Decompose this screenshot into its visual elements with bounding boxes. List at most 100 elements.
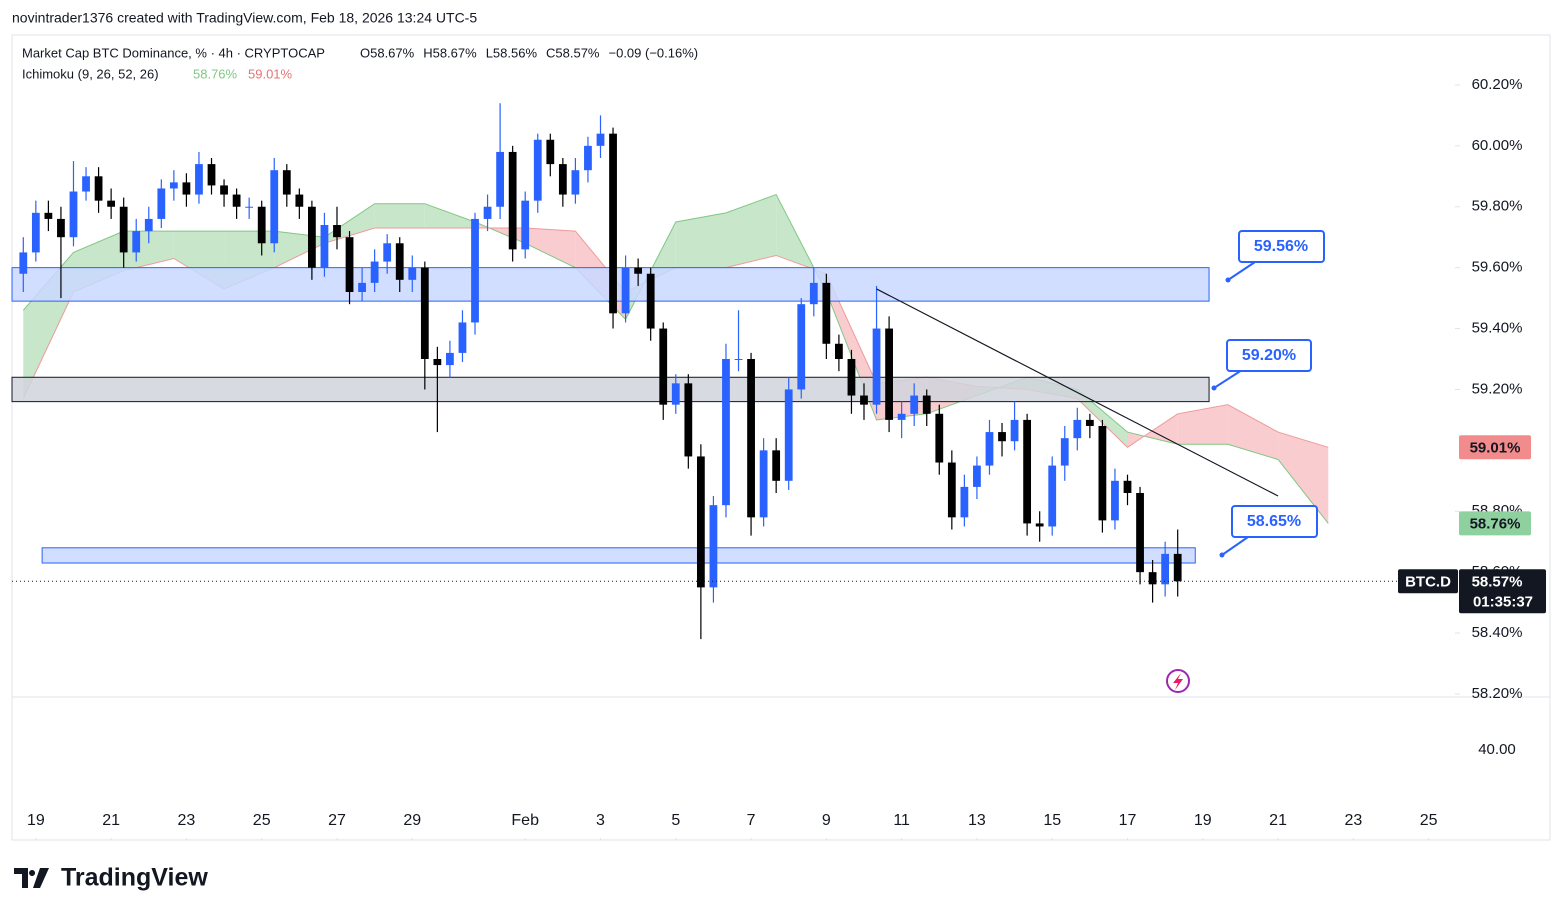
candle-body [370,261,379,283]
ohlc-value: O58.67% [360,45,415,60]
candle-body [295,194,304,207]
candle-body [960,486,969,518]
cloud-segment [1177,404,1228,445]
y-tick-label: 58.40% [1472,624,1523,641]
candle-body [734,358,743,360]
cloud-edge [22,193,1329,524]
candle-body [998,432,1006,442]
cloud-segment [424,203,476,229]
x-tick-label: 25 [253,812,271,829]
y-tick-label: 60.00% [1472,137,1523,154]
last-price-bg [1459,569,1546,614]
candle-body [395,243,404,280]
candle-body [358,282,366,293]
candle-body [496,151,505,207]
candle-body [169,182,178,189]
candle-body [383,243,392,262]
candle-body [822,282,831,344]
candle-body [1161,553,1170,585]
last-price-label: 58.57% [1472,573,1523,590]
candle-body [596,133,605,146]
candle-body [232,194,241,207]
candle-body [1136,492,1144,573]
candle-body [195,164,203,195]
candle-body [182,182,191,195]
candle-body [408,267,417,280]
indicator-value: 58.76% [193,66,238,81]
candle-body [157,188,166,219]
x-tick-label: 21 [102,812,120,829]
candle-body [1085,419,1094,426]
candle-body [659,328,668,405]
candle-body [985,432,994,466]
candle-body [609,133,617,314]
candle-body [860,395,868,405]
x-tick-label: 9 [822,812,831,829]
cloud-segment [675,212,726,268]
axis-label-bg [1459,435,1531,460]
candle-body [207,164,216,186]
candle-body [784,389,793,481]
y-tick-label: 59.60% [1472,259,1523,276]
candle-body [671,383,680,405]
callout: 59.56% [1225,230,1325,283]
candle-body [446,352,454,366]
x-tick-label: 15 [1043,812,1061,829]
candle-body [69,191,78,238]
cloud-segment [1077,389,1128,448]
candle-body [646,273,655,329]
candle-body [1023,419,1032,524]
candle-body [835,343,843,359]
candle-body [521,200,530,250]
cloud-segment [1278,432,1329,524]
candle-body [571,170,580,195]
ohlc-value: −0.09 (−0.16%) [609,45,699,60]
candle-body [320,225,329,268]
candle-body [1173,553,1182,582]
candle-body [897,413,906,420]
x-tick-label: 11 [893,812,910,829]
x-tick-label: 29 [403,812,421,829]
candle-body [709,505,718,588]
candle-body [558,164,567,195]
ohlc-value: L58.56% [486,45,538,60]
candle-body [772,450,781,481]
candle-body [722,358,730,506]
callout-label: 58.65% [1247,513,1301,530]
symbol: Market Cap BTC Dominance, % · 4h · CRYPT… [22,45,325,60]
candle-body [910,395,919,414]
candle-body [1098,425,1107,521]
lightning-icon [1166,669,1190,693]
indicator-value: 59.01% [248,66,293,81]
callout-label: 59.56% [1254,238,1308,255]
candle-body [1123,480,1132,493]
x-tick-label: 19 [27,812,45,829]
logo: TradingView [14,864,208,892]
candle-body [584,145,592,171]
candle-body [31,212,40,253]
candle-body [471,218,479,323]
candle-body [872,328,881,405]
zone [11,376,1210,403]
candle-body [922,395,931,414]
candle-body [333,225,341,238]
zone [41,547,1196,564]
lower-pane-label: 40.00 [1478,741,1516,758]
candle-body [973,465,981,487]
candle-body [483,206,492,219]
indicator: Ichimoku (9, 26, 52, 26) [22,66,159,81]
plot [11,103,1329,640]
callout-label: 59.20% [1242,347,1296,364]
candle-body [94,176,103,201]
x-tick-label: Feb [511,812,539,829]
x-tick-label: 13 [968,812,986,829]
candle-body [634,267,643,274]
x-tick-label: 25 [1420,812,1438,829]
symbol-label: BTC.D [1405,573,1451,590]
candle-body [345,237,354,293]
candle-body [220,185,228,195]
candle-body [684,383,693,457]
x-tick-label: 3 [596,812,605,829]
candle-body [533,139,542,201]
x-tick-label: 21 [1269,812,1287,829]
